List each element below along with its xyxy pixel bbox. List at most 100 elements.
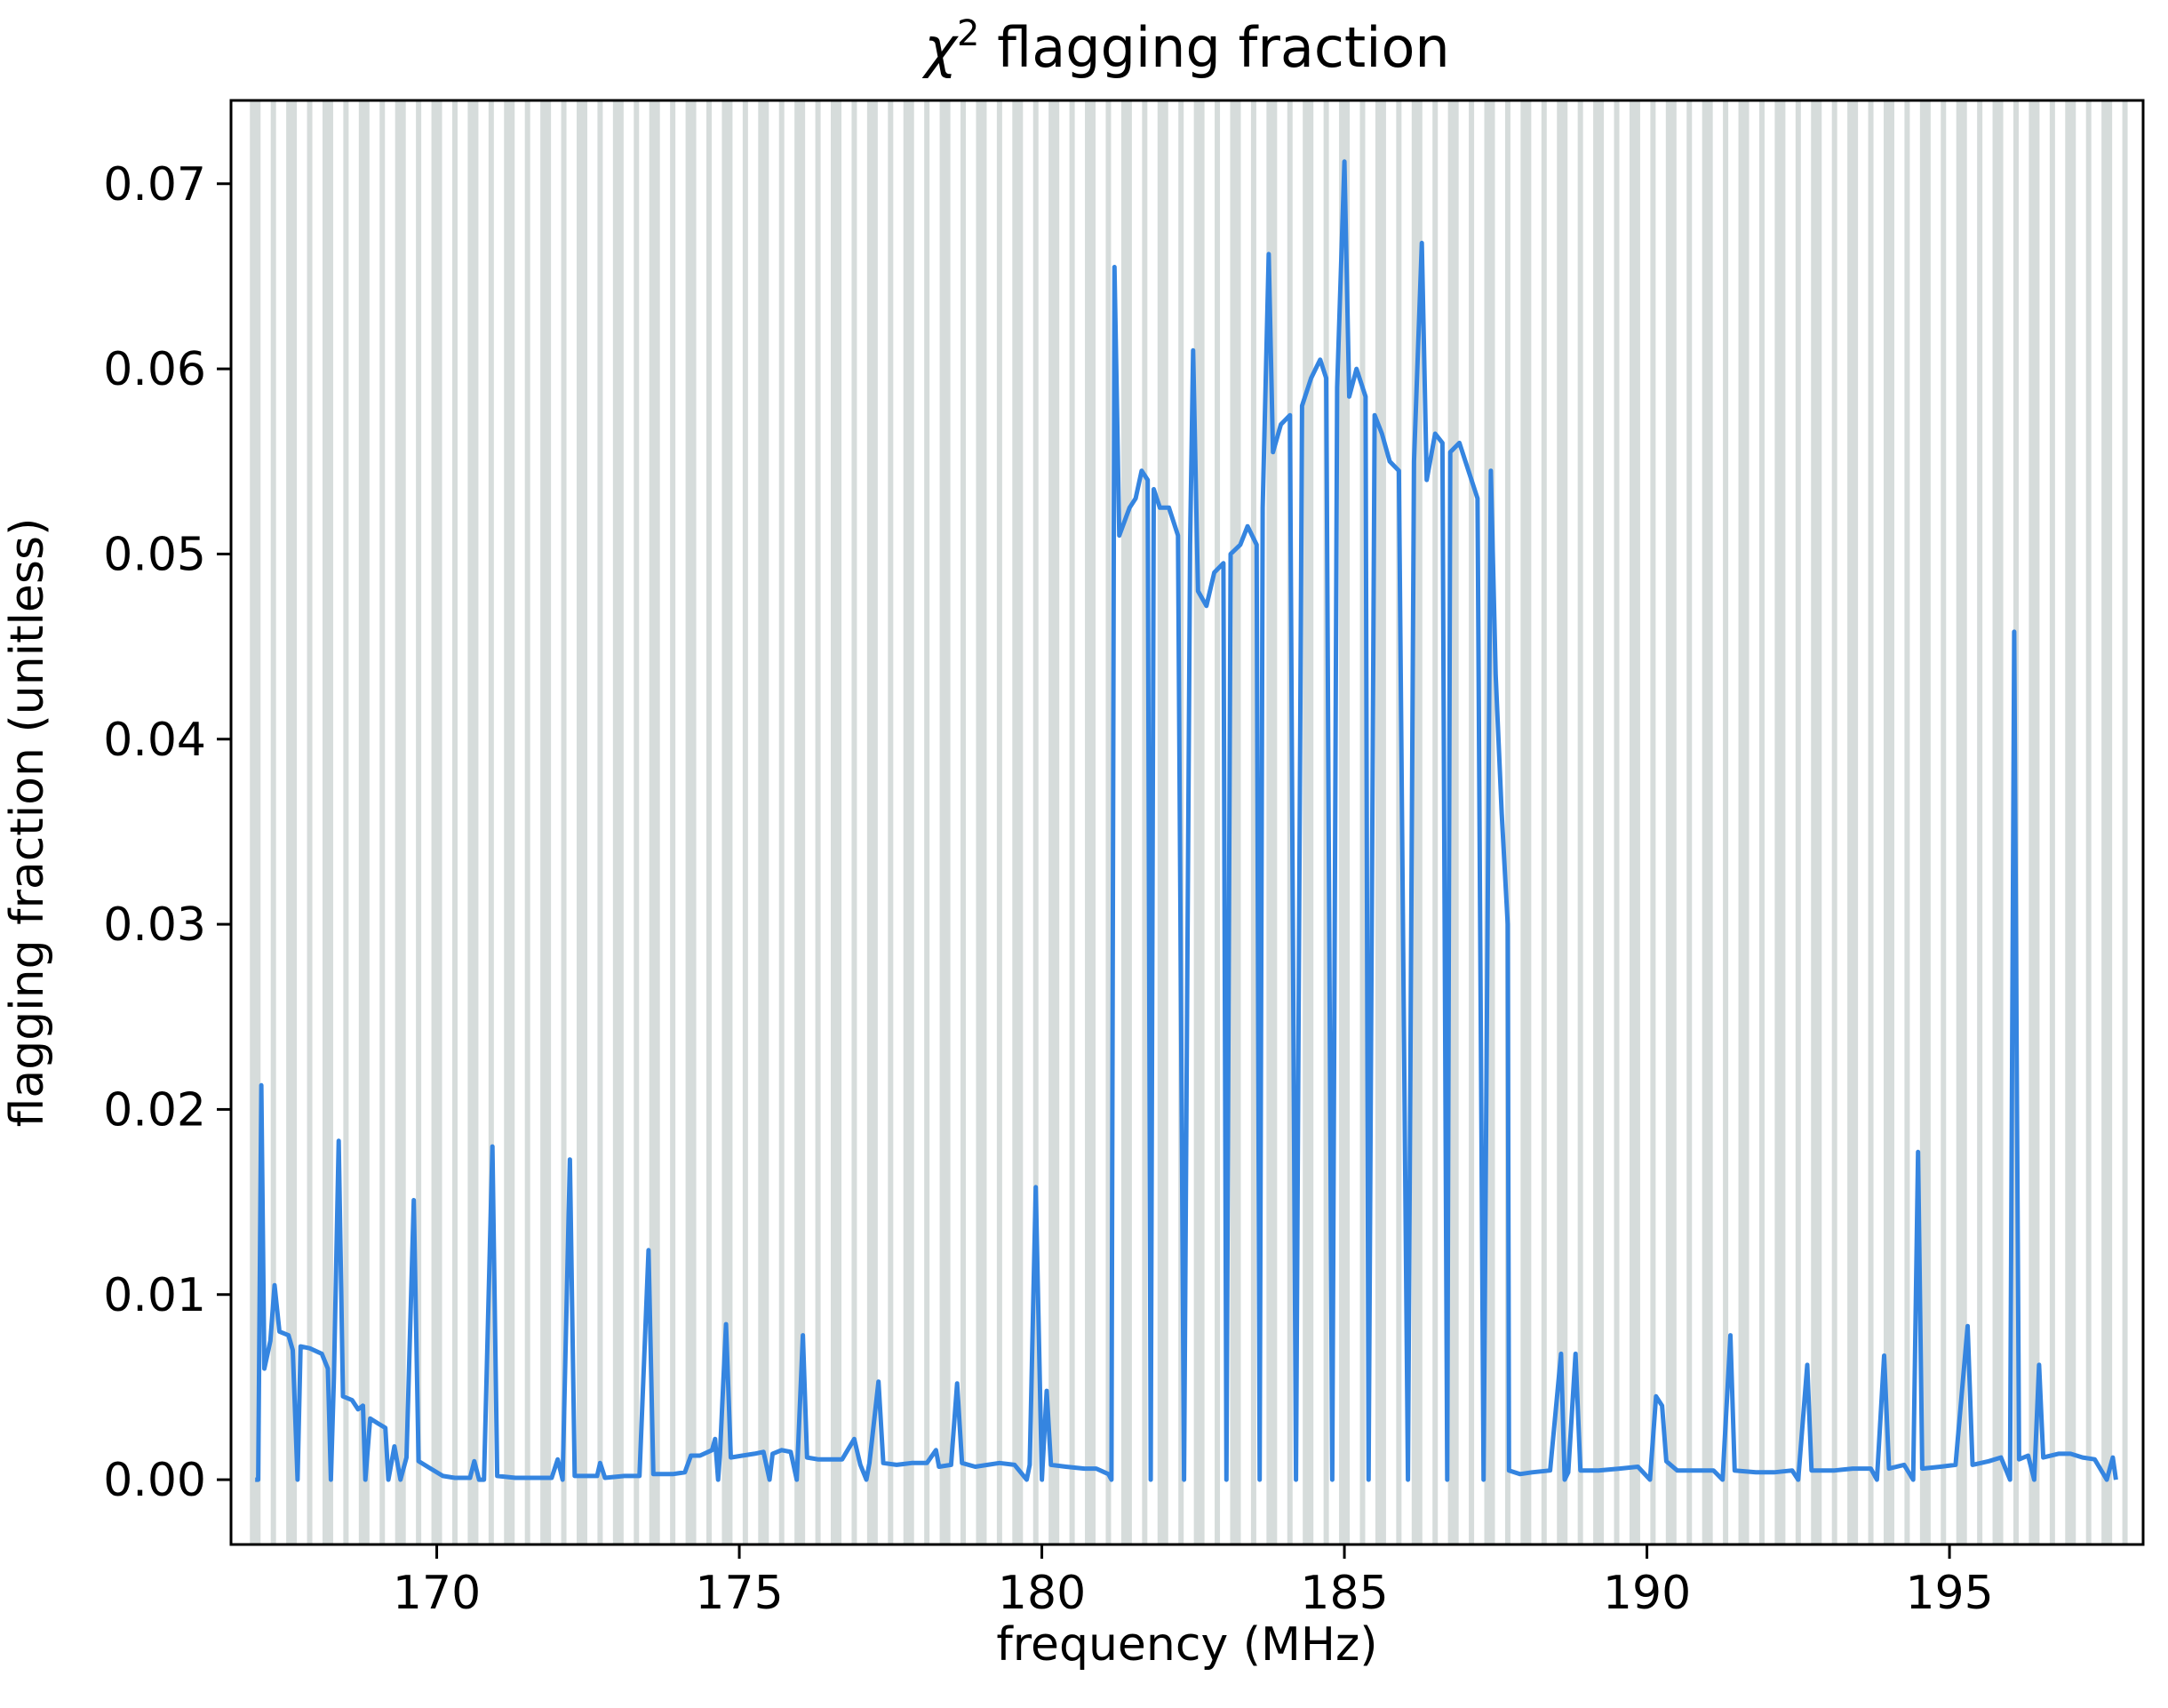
flagged-band: [467, 100, 479, 1544]
x-tick-label: 175: [695, 1567, 783, 1620]
flagged-band: [250, 100, 261, 1544]
flagged-band: [1504, 100, 1510, 1544]
x-tick-label: 170: [393, 1567, 481, 1620]
flagged-band: [706, 100, 712, 1544]
flagged-band: [1469, 100, 1475, 1544]
flagged-band: [416, 100, 422, 1544]
flagged-band: [612, 100, 624, 1544]
flagged-band: [1085, 100, 1096, 1544]
flagged-band: [815, 100, 821, 1544]
flagged-band: [1593, 100, 1605, 1544]
flagged-band: [431, 100, 442, 1544]
flagged-band: [1665, 100, 1677, 1544]
y-tick-label: 0.03: [103, 898, 206, 952]
flagged-band: [1230, 100, 1241, 1544]
flagged-band: [597, 100, 603, 1544]
flagged-band: [395, 100, 406, 1544]
x-tick-label: 185: [1300, 1567, 1388, 1620]
flagged-band: [1723, 100, 1729, 1544]
flagged-band: [2029, 100, 2040, 1544]
y-tick-label: 0.06: [103, 343, 206, 396]
x-tick-label: 195: [1905, 1567, 1993, 1620]
flagged-band: [1359, 100, 1366, 1544]
flagged-band: [1883, 100, 1894, 1544]
flagged-band: [1520, 100, 1532, 1544]
y-tick-label: 0.04: [103, 714, 206, 767]
flagged-band: [1919, 100, 1931, 1544]
flagged-band: [1795, 100, 1801, 1544]
flagged-band: [1250, 100, 1256, 1544]
chart-title: χ2 flagging fraction: [921, 13, 1449, 80]
flagged-band: [794, 100, 806, 1544]
flagged-band: [1032, 100, 1039, 1544]
flagged-band: [1157, 100, 1168, 1544]
flagged-band: [576, 100, 587, 1544]
flagged-band: [903, 100, 914, 1544]
flagged-band: [1614, 100, 1620, 1544]
flagged-band: [1142, 100, 1148, 1544]
flagged-band: [1266, 100, 1278, 1544]
flagged-band: [307, 100, 313, 1544]
y-tick-label: 0.07: [103, 158, 206, 212]
series-group: [255, 159, 2118, 1482]
flagged-band: [1941, 100, 1947, 1544]
flagged-band: [1375, 100, 1386, 1544]
flagged-band: [2122, 100, 2128, 1544]
flagged-band: [561, 100, 567, 1544]
flagged-band: [1323, 100, 1329, 1544]
flagged-band: [685, 100, 697, 1544]
flagged-band: [1992, 100, 2004, 1544]
title-symbol: χ: [921, 15, 959, 80]
flagged-band: [2049, 100, 2055, 1544]
title-superscript: 2: [957, 13, 979, 54]
y-tick-label: 0.02: [103, 1083, 206, 1137]
flagged-band: [1702, 100, 1713, 1544]
flagged-band: [778, 100, 785, 1544]
flagged-band: [939, 100, 951, 1544]
flagged-band: [322, 100, 333, 1544]
flagged-band: [1432, 100, 1439, 1544]
flagged-band: [960, 100, 967, 1544]
flagged-band: [758, 100, 769, 1544]
flagged-band: [1105, 100, 1112, 1544]
flagged-band: [379, 100, 386, 1544]
flagged-band: [1811, 100, 1822, 1544]
flagged-band: [976, 100, 987, 1544]
y-tick-label: 0.00: [103, 1454, 206, 1507]
flagged-band: [1120, 100, 1132, 1544]
flagged-band: [1287, 100, 1293, 1544]
flagged-band: [1650, 100, 1656, 1544]
flagged-band: [504, 100, 515, 1544]
flagged-band: [358, 100, 370, 1544]
flagged-band: [1396, 100, 1402, 1544]
flagged-band: [1868, 100, 1874, 1544]
flagged-band: [924, 100, 930, 1544]
flagged-band: [742, 100, 748, 1544]
flagged-band: [1831, 100, 1837, 1544]
flagged-band: [851, 100, 857, 1544]
flagged-band: [540, 100, 552, 1544]
flagged-band: [1904, 100, 1910, 1544]
x-tick-label: 190: [1603, 1567, 1691, 1620]
flagged-band: [1541, 100, 1547, 1544]
flagged-band: [1557, 100, 1568, 1544]
flagged-band: [721, 100, 733, 1544]
flagged-band: [2065, 100, 2076, 1544]
series-line: [255, 159, 2118, 1482]
flagged-band: [2101, 100, 2113, 1544]
x-axis-label: frequency (MHz): [996, 1618, 1377, 1672]
flagged-band: [1774, 100, 1786, 1544]
flagged-band: [1686, 100, 1693, 1544]
flagged-band: [1738, 100, 1750, 1544]
plot-frame: [229, 99, 2145, 1546]
title-text: flagging fraction: [979, 15, 1449, 80]
flagged-band: [1577, 100, 1583, 1544]
flagged-band: [451, 100, 458, 1544]
flagged-band: [1303, 100, 1314, 1544]
flagged-band: [343, 100, 349, 1544]
flagged-band: [1215, 100, 1221, 1544]
flagged-band: [866, 100, 878, 1544]
flagged-band: [488, 100, 494, 1544]
